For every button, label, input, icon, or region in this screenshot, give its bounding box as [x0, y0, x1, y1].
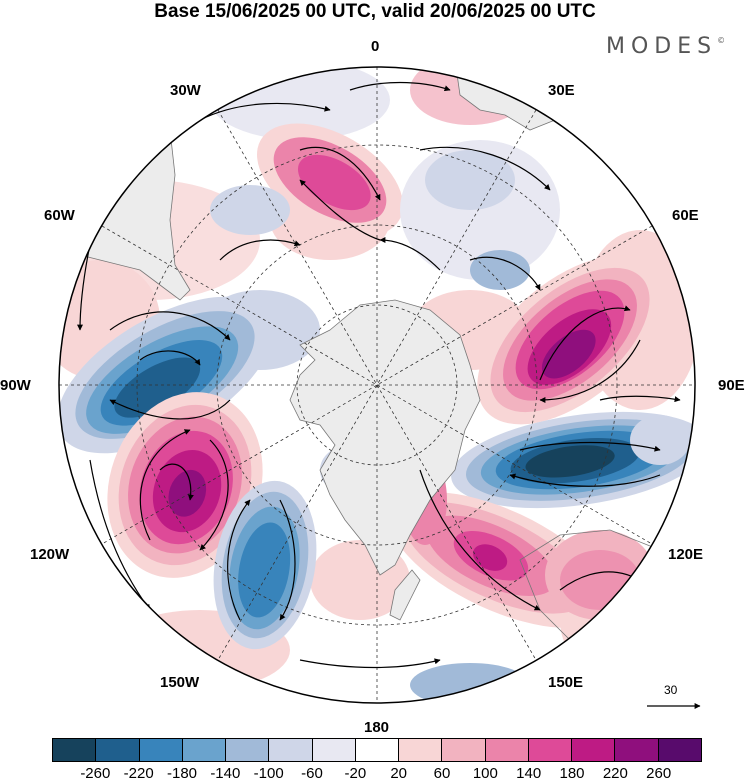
- brand-name: MODES: [606, 34, 718, 59]
- colorbar-swatch: [226, 739, 270, 761]
- colorbar-tick-label: -60: [301, 765, 323, 782]
- colorbar-tick-label: 20: [390, 765, 407, 782]
- colorbar-tick-label: 60: [433, 765, 451, 782]
- lon-label-90e: 90E: [718, 377, 745, 394]
- colorbar-swatch: [485, 739, 529, 761]
- lon-label-120w: 120W: [30, 546, 70, 563]
- colorbar-tick-label: -260: [80, 765, 111, 782]
- map-title: Base 15/06/2025 00 UTC, valid 20/06/2025…: [154, 1, 596, 22]
- colorbar-swatch: [53, 739, 97, 761]
- lon-label-90w: 90W: [0, 377, 31, 394]
- lon-label-30e: 30E: [548, 82, 575, 99]
- colorbar-tick-label: -180: [166, 765, 198, 782]
- lon-label-180: 180: [364, 719, 390, 736]
- colorbar-swatch: [528, 739, 573, 761]
- brand-mark: ©: [717, 36, 726, 45]
- lon-label-0: 0: [371, 38, 380, 55]
- colorbar-tick-label: 140: [516, 765, 542, 782]
- polar-map: [58, 66, 701, 709]
- colorbar-tick-label: -140: [210, 765, 241, 782]
- colorbar-swatch: [355, 739, 400, 761]
- lon-label-150w: 150W: [160, 674, 200, 691]
- colorbar-swatch: [269, 739, 313, 761]
- lon-label-60e: 60E: [672, 207, 699, 224]
- wind-streamlines: [77, 81, 681, 691]
- colorbar-tick-label: -20: [344, 765, 367, 782]
- reference-vector-label: 30: [664, 683, 678, 697]
- colorbar-swatch: [442, 739, 486, 761]
- colorbar-ticks: -260 -220 -180 -140 -100 -60 -20 20 60 100 140 180 2…: [0, 765, 750, 783]
- lon-label-150e: 150E: [548, 674, 584, 691]
- colorbar-tick-label: 180: [559, 765, 585, 782]
- colorbar-swatch: [658, 739, 701, 761]
- modes-logo: MODES©: [606, 34, 725, 59]
- colorbar-tick-label: 260: [646, 765, 672, 782]
- colorbar-swatch: [399, 739, 443, 761]
- colorbar-swatch: [572, 739, 616, 761]
- lon-label-120e: 120E: [668, 546, 704, 563]
- colorbar-swatch: [615, 739, 659, 761]
- map-border: [58, 66, 696, 704]
- colorbar-tick-label: 100: [472, 765, 498, 782]
- colorbar-swatch: [312, 739, 356, 761]
- graticule: [59, 67, 695, 703]
- lon-label-60w: 60W: [44, 207, 75, 224]
- colorbar-swatch: [182, 739, 227, 761]
- new-zealand-land: [389, 569, 421, 621]
- colorbar-tick-label: -220: [123, 765, 154, 782]
- colorbar-tick-label: -100: [253, 765, 284, 782]
- colorbar: [52, 738, 702, 762]
- colorbar-swatch: [139, 739, 183, 761]
- colorbar-swatch: [96, 739, 140, 761]
- colorbar-tick-label: 220: [602, 765, 628, 782]
- lon-label-30w: 30W: [170, 82, 201, 99]
- antarctica-land: [289, 299, 481, 576]
